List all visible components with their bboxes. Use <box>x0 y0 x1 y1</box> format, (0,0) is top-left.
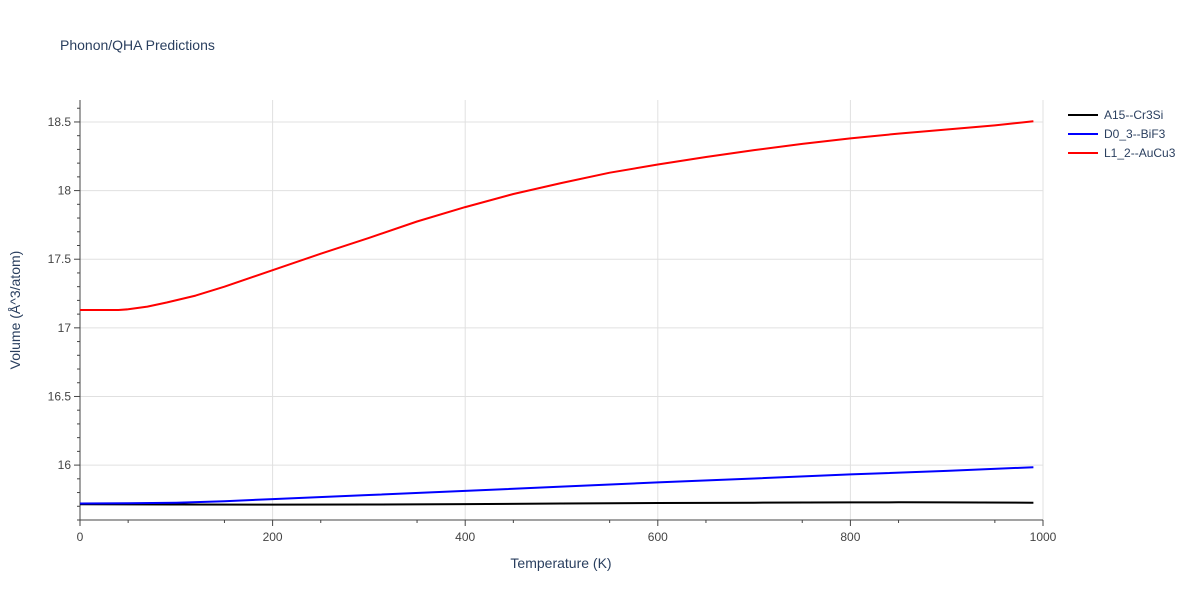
series-lines <box>79 120 1034 506</box>
grid <box>80 100 1044 520</box>
y-tick-label: 18 <box>58 184 72 198</box>
series-line-2 <box>79 466 1034 505</box>
x-tick-label: 400 <box>455 530 475 544</box>
x-tick-label: 800 <box>840 530 860 544</box>
y-tick-label: 17 <box>58 321 72 335</box>
tick-labels: 0 200 400 600 800 1000 16 16.5 17 17.5 18 18.5 <box>48 115 1057 544</box>
y-axis-title: Volume (Å^3/atom) <box>7 251 23 370</box>
legend-label: D0_3--BiF3 <box>1104 127 1166 141</box>
chart-title: Phonon/QHA Predictions <box>60 37 215 53</box>
x-axis-title: Temperature (K) <box>510 555 611 571</box>
y-tick-label: 17.5 <box>48 252 72 266</box>
x-tick-label: 1000 <box>1030 530 1057 544</box>
x-tick-label: 600 <box>648 530 668 544</box>
x-tick-label: 0 <box>77 530 84 544</box>
series-line-3 <box>80 120 1034 311</box>
axes <box>74 100 1044 526</box>
legend-label: A15--Cr3Si <box>1104 108 1163 122</box>
y-tick-label: 18.5 <box>48 115 72 129</box>
legend-label: L1_2--AuCu3 <box>1104 146 1176 160</box>
legend: A15--Cr3Si D0_3--BiF3 L1_2--AuCu3 <box>1068 108 1176 160</box>
x-tick-label: 200 <box>263 530 283 544</box>
y-tick-label: 16.5 <box>48 389 72 403</box>
series-line-1 <box>79 501 1034 506</box>
y-tick-label: 16 <box>58 458 72 472</box>
